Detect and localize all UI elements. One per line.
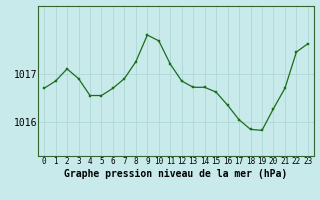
- X-axis label: Graphe pression niveau de la mer (hPa): Graphe pression niveau de la mer (hPa): [64, 169, 288, 179]
